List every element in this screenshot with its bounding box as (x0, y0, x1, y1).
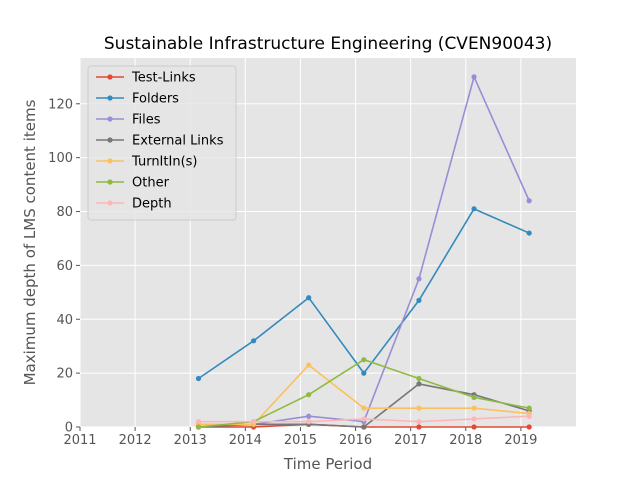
y-tick-label: 20 (56, 367, 73, 382)
data-point (416, 424, 422, 430)
data-point (195, 375, 202, 382)
data-point (361, 370, 367, 376)
data-point (306, 419, 312, 425)
x-tick-label: 2014 (229, 433, 262, 448)
legend-label: Files (132, 113, 161, 128)
legend-label: External Links (132, 134, 224, 149)
legend-marker (107, 158, 113, 164)
data-point (416, 419, 422, 425)
y-axis-label: Maximum depth of LMS content items (21, 99, 39, 385)
y-tick-label: 120 (48, 97, 73, 112)
data-point (361, 416, 367, 422)
y-tick-label: 0 (65, 421, 73, 436)
x-tick-label: 2012 (119, 433, 152, 448)
data-point (471, 416, 477, 422)
data-point (195, 424, 202, 430)
x-tick-label: 2013 (174, 433, 207, 448)
legend-marker (107, 137, 113, 143)
series-group (195, 413, 532, 425)
legend-marker (107, 179, 113, 185)
legend-label: Depth (132, 197, 172, 212)
data-point (251, 338, 257, 344)
legend-label: Folders (132, 92, 179, 107)
data-point (471, 206, 477, 212)
axes: 2011 2012 2013 2014 2015 2016 2017 2018 2019 0 20 4… (48, 97, 537, 448)
y-tick-label: 80 (56, 205, 73, 220)
data-point (306, 413, 312, 419)
x-tick-label: 2018 (449, 433, 482, 448)
y-tick-label: 100 (48, 151, 73, 166)
data-point (526, 405, 532, 411)
data-point (471, 74, 477, 80)
data-point (361, 424, 367, 430)
series-lines (195, 74, 532, 430)
data-point (416, 375, 422, 382)
series-group (195, 206, 532, 382)
legend-marker (107, 200, 113, 206)
y-tick-label: 60 (56, 259, 73, 274)
legend-marker (107, 95, 113, 101)
data-point (471, 405, 477, 411)
x-axis-label: Time Period (283, 455, 372, 473)
data-point (361, 405, 367, 411)
x-tick-label: 2019 (504, 433, 537, 448)
x-tick-label: 2015 (284, 433, 317, 448)
data-point (526, 413, 532, 419)
y-tick-label: 40 (56, 313, 73, 328)
data-point (416, 276, 422, 282)
legend-box (87, 65, 237, 221)
data-point (251, 419, 257, 425)
data-point (306, 295, 312, 301)
data-point (416, 381, 422, 387)
x-tick-label: 2017 (394, 433, 427, 448)
data-point (195, 419, 202, 425)
data-point (361, 357, 367, 363)
legend: Test-Links Folders Files External Links Turn… (87, 65, 237, 221)
chart-title: Sustainable Infrastructure Engineering (… (104, 34, 552, 54)
data-point (306, 392, 312, 398)
data-point (526, 198, 532, 204)
data-point (526, 424, 532, 430)
x-tick-label: 2016 (339, 433, 372, 448)
legend-label: TurnItIn(s) (131, 155, 197, 170)
legend-label: Other (132, 176, 170, 191)
data-point (471, 394, 477, 400)
data-point (416, 405, 422, 411)
data-point (526, 230, 532, 236)
data-point (416, 297, 422, 304)
legend-label: Test-Links (131, 71, 196, 86)
data-point (471, 424, 477, 430)
legend-marker (107, 116, 113, 122)
data-point (306, 362, 312, 368)
legend-marker (107, 74, 113, 80)
x-tick-label: 2011 (63, 433, 96, 448)
